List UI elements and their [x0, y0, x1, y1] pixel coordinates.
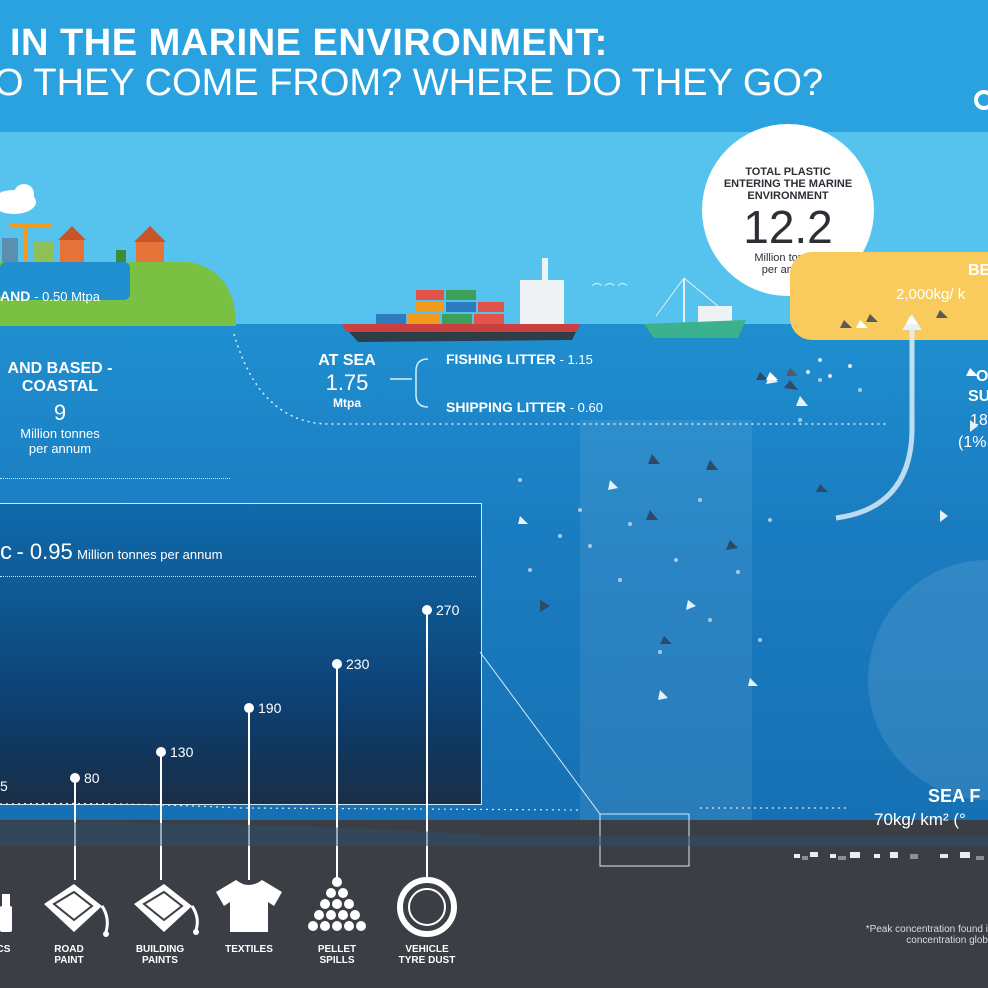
beach-value: 2,000kg/ k	[896, 286, 966, 303]
microplastic-panel	[0, 503, 482, 805]
pin-building-paint	[160, 752, 162, 880]
pin-value-cosmetics: 5	[0, 778, 8, 794]
seafloor-curve	[0, 802, 988, 846]
beach-title: BE	[968, 262, 988, 279]
logo-icon	[974, 90, 988, 110]
pin-dot-building-paint	[156, 747, 166, 757]
coastal-divider	[0, 478, 230, 479]
surface-percent: (1%	[958, 434, 987, 451]
coastal-unit-2: per annum	[28, 441, 92, 456]
fishing-boat	[644, 277, 746, 338]
header-band	[0, 0, 988, 132]
total-label-3: ENVIRONMENT	[747, 190, 829, 202]
tshirt-icon	[216, 880, 282, 932]
pin-value-textiles: 190	[258, 700, 282, 716]
pin-value-tyre-dust: 270	[436, 602, 460, 618]
at-sea-unit: Mtpa	[333, 396, 361, 410]
pin-tyre-dust	[426, 610, 428, 880]
pin-dot-textiles	[244, 703, 254, 713]
source-label-building-paints: BUILDING PAINTS	[135, 944, 185, 966]
coastal-unit-1: Million tonnes	[20, 426, 100, 441]
pin-value-pellet-spills: 230	[346, 656, 370, 672]
source-label-cosmetics: TICS	[0, 944, 11, 955]
shipping-litter: SHIPPING LITTER - 0.60	[446, 399, 603, 415]
birds-icon: ⌒ ⌒ ⌒	[592, 284, 628, 295]
land-illustration	[0, 184, 236, 326]
total-label-1: TOTAL PLASTIC	[745, 166, 831, 178]
at-sea-bracket	[390, 358, 429, 408]
microplastic-divider	[0, 576, 476, 577]
surface-label-1: O	[976, 368, 988, 385]
coastal-value: 9	[53, 400, 67, 425]
plastic-fragments	[518, 372, 978, 700]
seafloor-value: 70kg/ km² (°	[874, 810, 966, 829]
at-sea-total: AT SEA 1.75 Mtpa	[312, 352, 382, 410]
total-value: 12.2	[743, 201, 833, 253]
coastal-title-2: COASTAL	[21, 378, 99, 395]
cargo-ship	[342, 258, 580, 342]
seafloor-title: SEA F	[928, 786, 981, 806]
footnote: *Peak concentration found i concentratio…	[856, 924, 988, 946]
footnote-line-2: concentration glob	[906, 935, 988, 946]
coastal-title-1: AND BASED -	[7, 360, 113, 377]
total-label-2: ENTERING THE MARINE	[723, 178, 853, 190]
pin-value-building-paint: 130	[170, 744, 194, 760]
seafloor-debris	[794, 852, 984, 860]
surface-label-2: SU	[968, 388, 988, 405]
land-based-coastal: AND BASED - COASTAL 9 Million tonnes per…	[0, 360, 120, 456]
road-paint-icon	[44, 884, 109, 937]
pin-textiles	[248, 708, 250, 880]
title-line-1: IN THE MARINE ENVIRONMENT:	[10, 22, 608, 64]
pellet-icon	[308, 877, 366, 931]
fishing-litter: FISHING LITTER - 1.15	[446, 351, 593, 367]
pin-dot-pellet-spills	[332, 659, 342, 669]
pin-dot-tyre-dust	[422, 605, 432, 615]
light-beam	[580, 420, 988, 820]
beach	[790, 252, 988, 340]
at-sea-title: AT SEA	[318, 352, 376, 369]
cosmetics-icon	[0, 894, 12, 932]
pin-value-road-paint: 80	[84, 770, 100, 786]
microplastic-header: c - 0.95 Million tonnes per annum	[0, 538, 223, 565]
footnote-line-1: *Peak concentration found i	[865, 924, 988, 935]
source-label-pellet-spills: PELLET SPILLS	[317, 944, 357, 966]
tyre-icon	[397, 877, 457, 937]
title-line-2: O THEY COME FROM? WHERE DO THEY GO?	[0, 62, 824, 104]
source-label-tyre-dust: VEHICLE TYRE DUST	[398, 944, 456, 966]
source-label-road-paint: ROAD PAINT	[54, 944, 84, 966]
beach-debris	[766, 310, 978, 380]
pin-pellet-spills	[336, 664, 338, 880]
building-paint-icon	[134, 884, 199, 935]
source-label-textiles: TEXTILES	[225, 944, 273, 955]
pin-dot-road-paint	[70, 773, 80, 783]
at-sea-value: 1.75	[325, 370, 369, 395]
inland-label: AND - 0.50 Mtpa	[0, 288, 100, 304]
